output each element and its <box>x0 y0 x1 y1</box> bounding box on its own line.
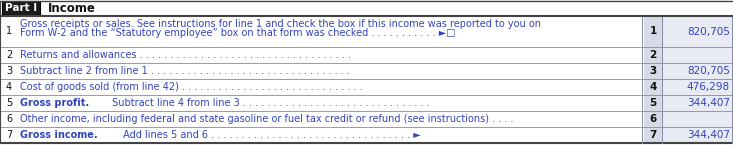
Bar <box>644 127 662 143</box>
Bar <box>0 95 642 111</box>
Bar <box>0 63 642 79</box>
Text: 820,705: 820,705 <box>687 27 730 36</box>
Bar <box>644 79 662 95</box>
Text: 476,298: 476,298 <box>687 82 730 92</box>
Text: 2: 2 <box>6 50 12 60</box>
Text: Gross profit.: Gross profit. <box>20 98 89 108</box>
Text: 7: 7 <box>649 130 657 140</box>
Bar <box>644 16 662 47</box>
Bar <box>662 47 733 63</box>
Bar <box>662 95 733 111</box>
Bar <box>0 127 642 143</box>
Text: 820,705: 820,705 <box>687 66 730 76</box>
Text: Gross receipts or sales. See instructions for line 1 and check the box if this i: Gross receipts or sales. See instruction… <box>20 19 541 29</box>
Bar <box>0 47 642 63</box>
Bar <box>644 63 662 79</box>
Text: 3: 3 <box>6 66 12 76</box>
Text: Subtract line 4 from line 3 . . . . . . . . . . . . . . . . . . . . . . . . . . : Subtract line 4 from line 3 . . . . . . … <box>109 98 430 108</box>
Bar <box>0 16 642 47</box>
Bar <box>0 79 642 95</box>
Bar <box>644 47 662 63</box>
Bar <box>0 111 642 127</box>
Text: Subtract line 2 from line 1 . . . . . . . . . . . . . . . . . . . . . . . . . . : Subtract line 2 from line 1 . . . . . . … <box>20 66 350 76</box>
Text: 344,407: 344,407 <box>687 98 730 108</box>
Text: 5: 5 <box>6 98 12 108</box>
Text: 344,407: 344,407 <box>687 130 730 140</box>
Bar <box>662 16 733 47</box>
Bar <box>662 111 733 127</box>
Text: Cost of goods sold (from line 42) . . . . . . . . . . . . . . . . . . . . . . . : Cost of goods sold (from line 42) . . . … <box>20 82 363 92</box>
Bar <box>662 63 733 79</box>
Text: 1: 1 <box>649 27 657 36</box>
Bar <box>644 95 662 111</box>
Text: 4: 4 <box>649 82 657 92</box>
Text: Form W-2 and the “Statutory employee” box on that form was checked . . . . . . .: Form W-2 and the “Statutory employee” bo… <box>20 28 455 38</box>
Text: 7: 7 <box>6 130 12 140</box>
Bar <box>644 111 662 127</box>
Text: Returns and allowances . . . . . . . . . . . . . . . . . . . . . . . . . . . . .: Returns and allowances . . . . . . . . .… <box>20 50 351 60</box>
Text: 6: 6 <box>6 114 12 124</box>
Text: 3: 3 <box>649 66 657 76</box>
Text: 2: 2 <box>649 50 657 60</box>
Bar <box>662 127 733 143</box>
Text: Other income, including federal and state gasoline or fuel tax credit or refund : Other income, including federal and stat… <box>20 114 514 124</box>
Text: 4: 4 <box>6 82 12 92</box>
Text: Income: Income <box>48 2 96 15</box>
Bar <box>2 1 40 15</box>
Text: Part I: Part I <box>5 3 37 13</box>
Text: Add lines 5 and 6 . . . . . . . . . . . . . . . . . . . . . . . . . . . . . . . : Add lines 5 and 6 . . . . . . . . . . . … <box>120 130 421 140</box>
Text: 6: 6 <box>649 114 657 124</box>
Text: Gross income.: Gross income. <box>20 130 97 140</box>
Bar <box>662 79 733 95</box>
Bar <box>0 0 733 16</box>
Text: 5: 5 <box>649 98 657 108</box>
Text: 1: 1 <box>6 27 12 36</box>
